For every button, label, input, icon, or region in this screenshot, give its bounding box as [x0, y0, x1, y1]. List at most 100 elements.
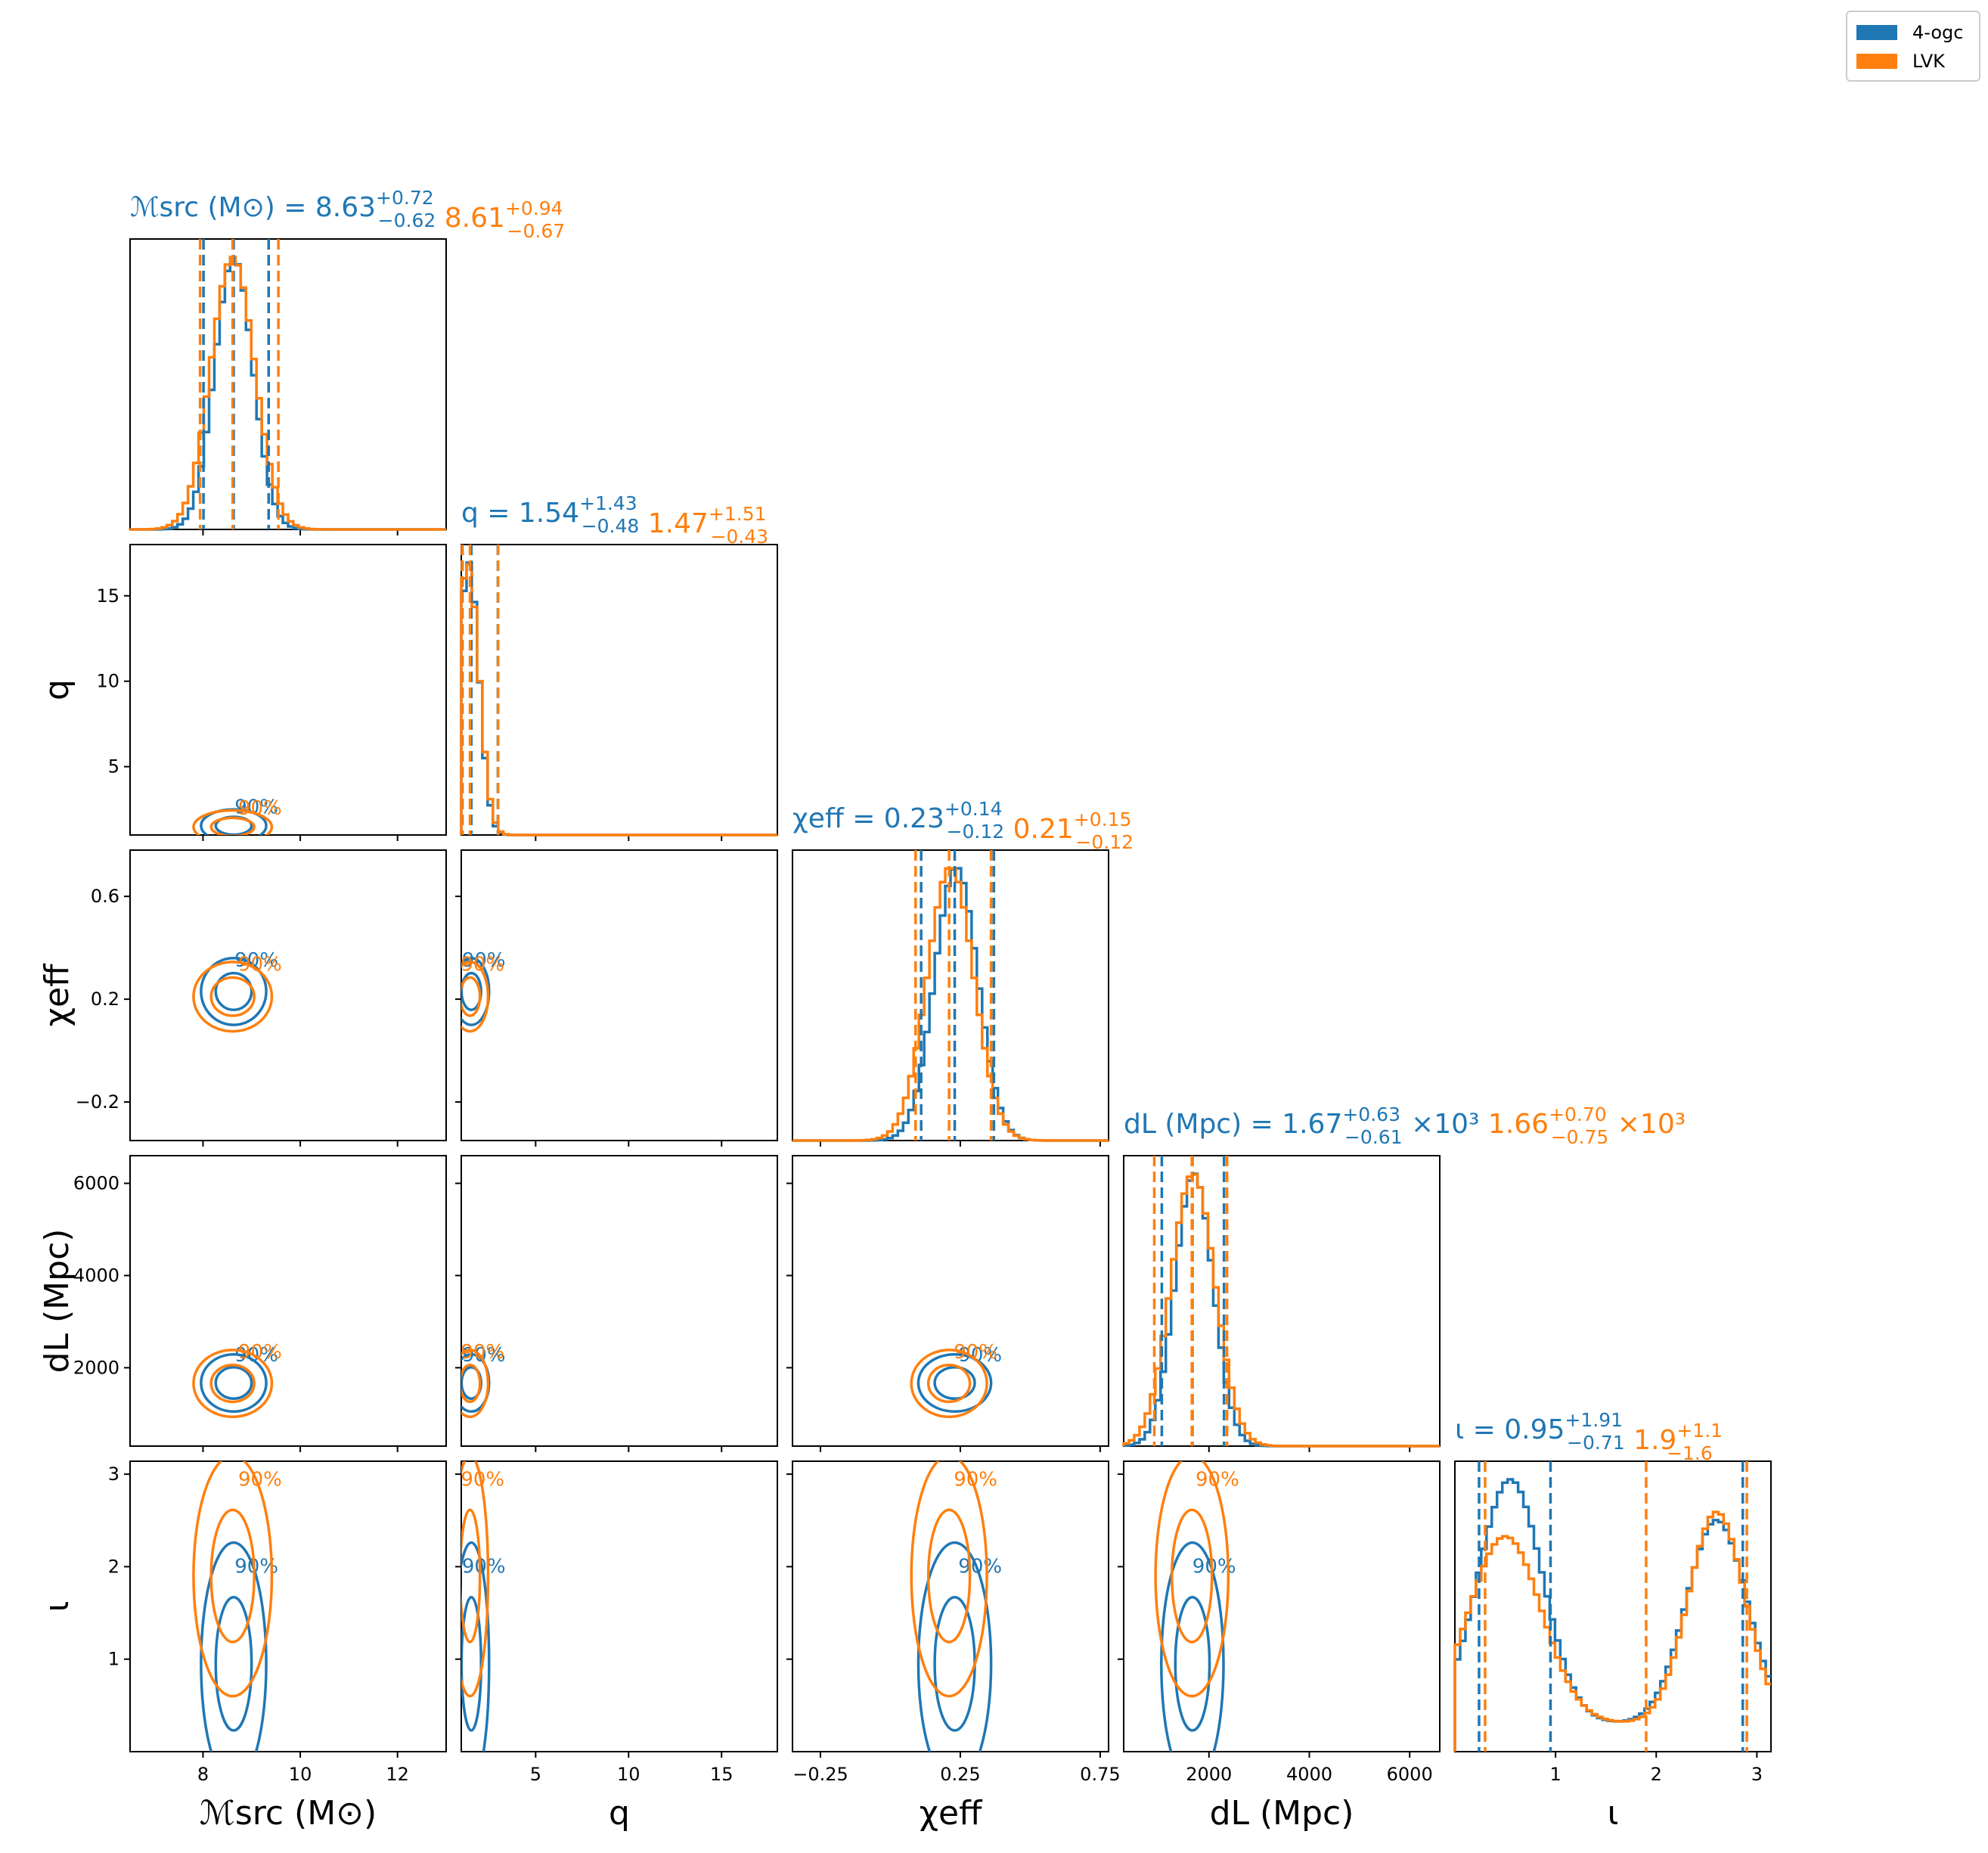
x-tick-label-chieff-2: 0.75: [1080, 1764, 1120, 1785]
panel-frame-2-4: [792, 1460, 1109, 1752]
legend-label-ogc: 4-ogc: [1912, 22, 1964, 43]
contour-lvk-50-mchirp-iota: [209, 1508, 256, 1643]
legend-swatch-ogc: [1856, 25, 1897, 40]
contour-lvk-50-q-dl: [461, 1364, 482, 1404]
legend-item-ogc: 4-ogc: [1856, 21, 1964, 44]
y-tick-label-iota-2: 3: [108, 1463, 119, 1485]
contour-lvk-50-mchirp-q: [209, 816, 256, 835]
contour-lvk-50-chieff-dl: [926, 1364, 972, 1404]
y-axis-label-iota: ι: [38, 1601, 76, 1612]
contour-label-lvk-chieff-dl: 90%: [954, 1341, 997, 1364]
contour-ogc-50-mchirp-dl: [214, 1365, 253, 1401]
hist-ogc-mchirp: [130, 256, 446, 531]
contour-lvk-90-q-iota: [461, 1461, 490, 1698]
x-tick-label-dl-0: 2000: [1186, 1764, 1232, 1785]
y-tick-label-chieff-0: −0.2: [76, 1091, 119, 1113]
y-tick-label-dl-2: 6000: [73, 1173, 119, 1194]
x-tick-label-mchirp-1: 10: [289, 1764, 312, 1785]
panel-frame-2-3: [792, 1155, 1109, 1447]
contour-lvk-90-chieff-dl: [910, 1349, 988, 1419]
contour-ogc-90-chieff-iota: [916, 1541, 993, 1752]
hist-lvk-dl: [1122, 1173, 1440, 1448]
contour-ogc-90-mchirp-dl: [200, 1352, 268, 1414]
y-axis-label-dl: dL (Mpc): [38, 1229, 76, 1373]
x-axis-label-q: q: [609, 1794, 630, 1833]
legend-label-lvk: LVK: [1912, 51, 1945, 72]
x-tick-label-mchirp-0: 8: [197, 1764, 209, 1785]
contour-label-lvk-dl-iota: 90%: [1196, 1468, 1239, 1491]
x-tick-label-iota-1: 2: [1651, 1764, 1662, 1785]
panel-frame-0-0: [129, 238, 447, 530]
panel-title-dl: dL (Mpc) = 1.67+0.63 −0.61 ×10³ 1.66+0.70…: [1124, 1103, 1686, 1148]
contour-lvk-90-chieff-iota: [910, 1461, 988, 1698]
contour-ogc-50-mchirp-chieff: [214, 971, 253, 1011]
panel-frame-1-2: [461, 849, 778, 1141]
contour-lvk-90-q-dl: [461, 1349, 490, 1419]
contour-ogc-90-mchirp-chieff: [200, 956, 268, 1026]
y-tick-label-q-1: 10: [96, 671, 119, 692]
y-tick-label-iota-1: 2: [108, 1556, 119, 1577]
x-tick-label-q-1: 10: [617, 1764, 640, 1785]
contour-label-lvk-mchirp-dl: 90%: [238, 1341, 282, 1364]
contour-lvk-90-mchirp-dl: [192, 1349, 274, 1419]
hist-lvk-q: [460, 563, 777, 836]
x-tick-label-q-0: 5: [530, 1764, 541, 1785]
contour-ogc-90-q-iota: [461, 1541, 491, 1752]
contour-label-ogc-q-chieff: 90%: [462, 949, 506, 972]
x-axis-label-iota: ι: [1608, 1794, 1619, 1833]
contour-lvk-50-q-iota: [461, 1508, 482, 1643]
contour-lvk-90-q-chieff: [461, 961, 490, 1033]
panel-frame-0-2: [129, 849, 447, 1141]
hist-lvk-iota: [1453, 1510, 1771, 1752]
contour-label-lvk-mchirp-q: 90%: [238, 797, 282, 820]
hist-lvk-mchirp: [129, 256, 446, 531]
contour-ogc-90-dl-iota: [1160, 1541, 1225, 1752]
y-axis-label-chieff: χeff: [38, 963, 76, 1026]
x-tick-label-q-2: 15: [710, 1764, 733, 1785]
x-tick-label-iota-2: 3: [1751, 1764, 1763, 1785]
contour-label-lvk-mchirp-iota: 90%: [238, 1468, 282, 1491]
panel-frame-3-4: [1123, 1460, 1441, 1752]
x-tick-label-mchirp-2: 12: [386, 1764, 409, 1785]
hist-ogc-chieff: [792, 867, 1109, 1142]
x-axis-label-chieff: χeff: [920, 1794, 983, 1833]
contour-ogc-50-chieff-dl: [933, 1365, 976, 1401]
y-tick-label-chieff-2: 0.6: [91, 886, 119, 907]
panel-title-mchirp: ℳsrc (M⊙) = 8.63+0.72 −0.62 8.61+0.94 −0.6…: [130, 187, 565, 242]
panel-title-q: q = 1.54+1.43 −0.48 1.47+1.51 −0.43: [461, 492, 768, 548]
y-axis-label-q: q: [38, 679, 76, 700]
y-tick-label-iota-0: 1: [108, 1649, 119, 1670]
contour-label-lvk-q-chieff: 90%: [461, 953, 504, 976]
panel-frame-0-4: [129, 1460, 447, 1752]
hist-lvk-chieff: [792, 867, 1109, 1142]
hist-ogc-dl: [1122, 1172, 1440, 1448]
panel-frame-1-4: [461, 1460, 778, 1752]
contour-ogc-50-chieff-iota: [933, 1595, 976, 1732]
x-tick-label-chieff-0: −0.25: [792, 1764, 848, 1785]
legend: 4-ogc LVK: [1846, 11, 1980, 82]
contour-lvk-90-dl-iota: [1154, 1461, 1230, 1698]
x-axis-label-dl: dL (Mpc): [1210, 1794, 1354, 1833]
contour-lvk-50-dl-iota: [1171, 1508, 1214, 1643]
panel-frame-0-1: [129, 544, 447, 836]
contour-lvk-50-mchirp-dl: [209, 1364, 256, 1404]
contour-lvk-50-mchirp-chieff: [209, 976, 256, 1017]
contour-label-ogc-chieff-iota: 90%: [958, 1556, 1002, 1578]
contour-ogc-90-mchirp-iota: [200, 1541, 268, 1752]
legend-swatch-lvk: [1856, 54, 1897, 69]
x-tick-label-dl-1: 4000: [1286, 1764, 1332, 1785]
x-tick-label-iota-0: 1: [1549, 1764, 1561, 1785]
hist-ogc-q: [460, 561, 777, 836]
panel-frame-0-3: [129, 1155, 447, 1447]
y-tick-label-chieff-1: 0.2: [91, 989, 119, 1010]
contour-lvk-90-mchirp-q: [192, 809, 274, 835]
y-tick-label-dl-1: 4000: [73, 1265, 119, 1286]
contour-label-lvk-mchirp-chieff: 90%: [238, 953, 282, 976]
contour-ogc-50-mchirp-iota: [214, 1595, 253, 1732]
y-tick-label-q-0: 5: [108, 756, 119, 778]
x-axis-label-mchirp: ℳsrc (M⊙): [200, 1794, 377, 1833]
panel-title-iota: ι = 0.95+1.91 −0.71 1.9+1.1 −1.6: [1455, 1409, 1723, 1464]
contour-ogc-50-dl-iota: [1174, 1595, 1211, 1732]
contour-label-ogc-q-iota: 90%: [462, 1556, 506, 1578]
